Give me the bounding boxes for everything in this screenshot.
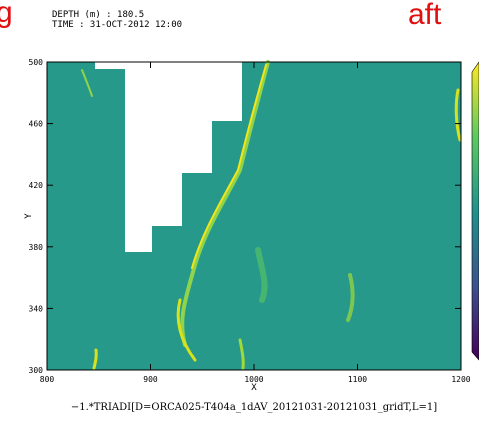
edge-feature (81, 69, 93, 97)
x-tick-label: 900 (143, 375, 158, 384)
colorbar (471, 61, 479, 361)
cropped-heading: g (0, 0, 13, 29)
x-tick-label: 1000 (244, 375, 263, 384)
cropped-heading: aft (408, 0, 442, 31)
subtitle: DEPTH (m) : 180.5 (52, 10, 144, 20)
field-features (81, 60, 462, 370)
eddy (255, 247, 268, 303)
front-core (191, 64, 267, 269)
x-tick-label: 1200 (451, 375, 470, 384)
x-tick-label: 1100 (348, 375, 367, 384)
edge-feature (454, 88, 462, 142)
y-axis-label: Y (24, 213, 34, 219)
edge-feature (238, 338, 245, 370)
x-axis-label: X (251, 383, 257, 393)
x-tick-label: 800 (40, 375, 55, 384)
y-tick-label: 300 (29, 366, 44, 375)
y-tick-label: 340 (29, 304, 44, 313)
edge-feature (92, 348, 98, 370)
eddy (176, 298, 197, 362)
y-tick-label: 380 (29, 243, 44, 252)
land-mask (95, 62, 242, 252)
y-tick-label: 460 (29, 120, 44, 129)
subtitle: TIME : 31-OCT-2012 12:00 (52, 20, 182, 30)
eddy (346, 273, 355, 322)
plot-area (46, 60, 462, 371)
y-tick-label: 420 (29, 181, 44, 190)
y-tick-label: 500 (29, 58, 44, 67)
caption: −1.*TRIADI[D=ORCA025-T404a_1dAV_20121031… (71, 402, 437, 413)
front (180, 60, 270, 347)
